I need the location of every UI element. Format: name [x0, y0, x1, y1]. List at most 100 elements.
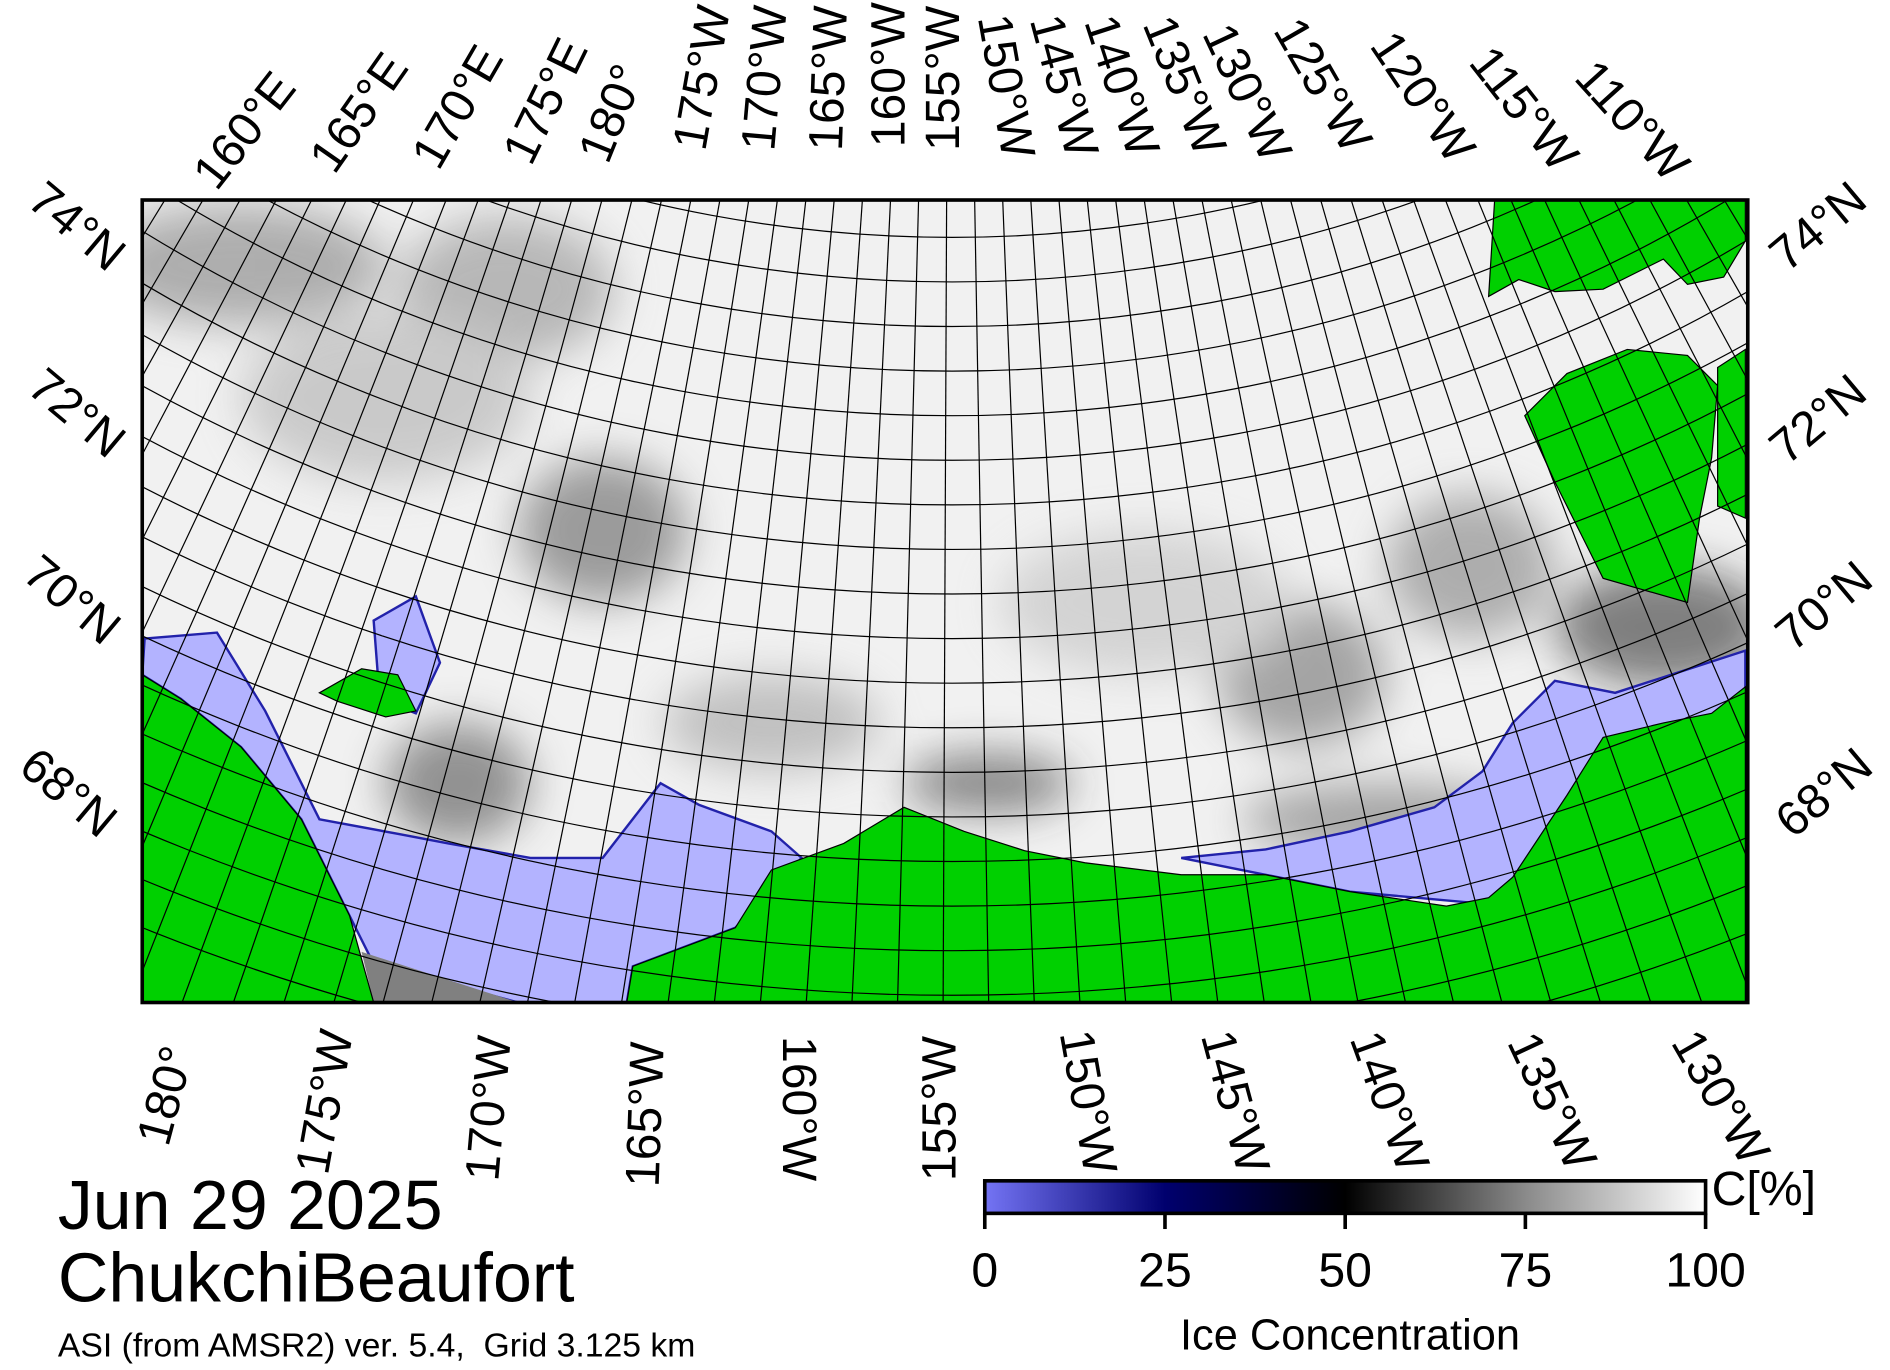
coordinate-label: 165°W: [799, 4, 858, 151]
coordinate-label: 70°N: [13, 545, 130, 656]
coordinate-label: 155°W: [912, 1035, 966, 1181]
coordinate-label: 180°: [127, 1041, 205, 1151]
coordinate-label: 74°N: [18, 171, 135, 282]
meridian: [232, 200, 511, 1003]
parallel: [142, 536, 1748, 728]
meridian: [974, 200, 990, 1003]
colorbar-unit: C[%]: [1712, 1162, 1816, 1216]
colorbar: C[%] Ice Concentration 0 25 50 75 100: [971, 1162, 1816, 1360]
date: Jun 29 2025: [58, 1166, 443, 1244]
colorbar-scale: [982, 1179, 1708, 1216]
meridian: [181, 200, 479, 1003]
map: [142, 200, 1748, 1003]
coordinate-label: 135°W: [1497, 1024, 1608, 1179]
meridian: [759, 200, 835, 1003]
coordinate-label: 170°W: [455, 1033, 522, 1183]
coordinate-label: 170°W: [731, 3, 798, 153]
colorbar-tick-label: 0: [971, 1243, 998, 1297]
parallel: [142, 733, 1748, 907]
meridian: [1578, 200, 1748, 548]
meridian: [142, 200, 347, 634]
meridian: [1350, 200, 1602, 1003]
meridian: [382, 200, 603, 1003]
meridian: [1086, 200, 1173, 1003]
coordinate-label: 115°W: [1459, 36, 1589, 181]
meridian: [479, 200, 663, 1003]
colorbar-tick-label: 25: [1138, 1243, 1192, 1297]
meridian: [526, 200, 692, 1003]
meridian: [1510, 200, 1748, 747]
coordinate-label: 74°N: [1759, 171, 1876, 282]
colorbar-tick-label: 75: [1499, 1243, 1553, 1297]
meridian: [1030, 200, 1081, 1003]
parallel: [367, 200, 1538, 327]
meridian: [1115, 200, 1219, 1003]
meridian: [1002, 200, 1035, 1003]
meridian: [713, 200, 807, 1003]
parallel: [142, 435, 1748, 639]
parallel: [142, 384, 1748, 595]
coordinate-label: 165°W: [616, 1040, 675, 1187]
parallel: [142, 683, 1748, 862]
coordinate-label: 120°W: [1360, 22, 1486, 173]
parallel: [176, 200, 1728, 416]
coordinate-label: 160°W: [772, 1036, 826, 1182]
meridian: [142, 200, 313, 541]
coordinate-label: 165°E: [299, 43, 419, 182]
meridian: [1260, 200, 1455, 1003]
colorbar-label: Ice Concentration: [1180, 1312, 1520, 1360]
ice-texture: [142, 204, 1748, 856]
coordinate-label: 130°W: [1661, 1021, 1781, 1174]
coordinate-label: 140°W: [1339, 1024, 1440, 1179]
coordinate-label: 155°W: [916, 5, 970, 151]
meridian: [283, 200, 542, 1003]
meridian: [667, 200, 778, 1003]
parallel: [142, 634, 1748, 817]
parallel: [142, 229, 1748, 461]
meridian: [1230, 200, 1407, 1003]
graticule: [142, 200, 1748, 1003]
coordinate-label: 70°N: [1765, 551, 1882, 662]
coordinate-label: 150°W: [1049, 1026, 1127, 1179]
parallel: [266, 200, 1638, 372]
parallel: [142, 333, 1748, 550]
coordinate-label: 170°E: [401, 36, 514, 177]
colorbar-tick-label: 100: [1665, 1243, 1745, 1297]
meridian: [431, 200, 633, 1003]
meridian: [942, 200, 948, 1003]
meridian: [1381, 200, 1652, 1003]
coordinate-label: 110°W: [1565, 50, 1700, 192]
map-frame: [140, 198, 1750, 1005]
coordinate-label: 72°N: [18, 358, 135, 469]
parallel: [485, 200, 1420, 283]
meridian: [1058, 200, 1127, 1003]
meridian: [1172, 200, 1312, 1003]
coordinate-label: 160°E: [183, 62, 307, 199]
meridian: [333, 200, 573, 1003]
meridian: [805, 200, 863, 1003]
meridian: [574, 200, 721, 1003]
meridian: [1143, 200, 1265, 1003]
meridian: [620, 200, 750, 1003]
coordinate-label: 72°N: [1759, 364, 1876, 475]
meridian: [1543, 200, 1748, 643]
meridian: [1444, 200, 1748, 989]
coordinate-label: 68°N: [1765, 737, 1882, 848]
meridian: [142, 200, 381, 736]
parallel: [142, 485, 1748, 684]
region: ChukchiBeaufort: [58, 1238, 575, 1316]
meridian: [1477, 200, 1748, 862]
meridian: [1289, 200, 1503, 1003]
meridian: [896, 200, 920, 1003]
coordinate-label: 145°W: [1190, 1025, 1280, 1180]
land: [1487, 200, 1746, 298]
parallel: [639, 200, 1266, 238]
parallel: [142, 585, 1748, 773]
coordinate-label: 175°W: [285, 1025, 363, 1178]
coordinate-label: 160°W: [862, 2, 916, 148]
meridian: [142, 200, 415, 849]
meridian: [1320, 200, 1552, 1003]
